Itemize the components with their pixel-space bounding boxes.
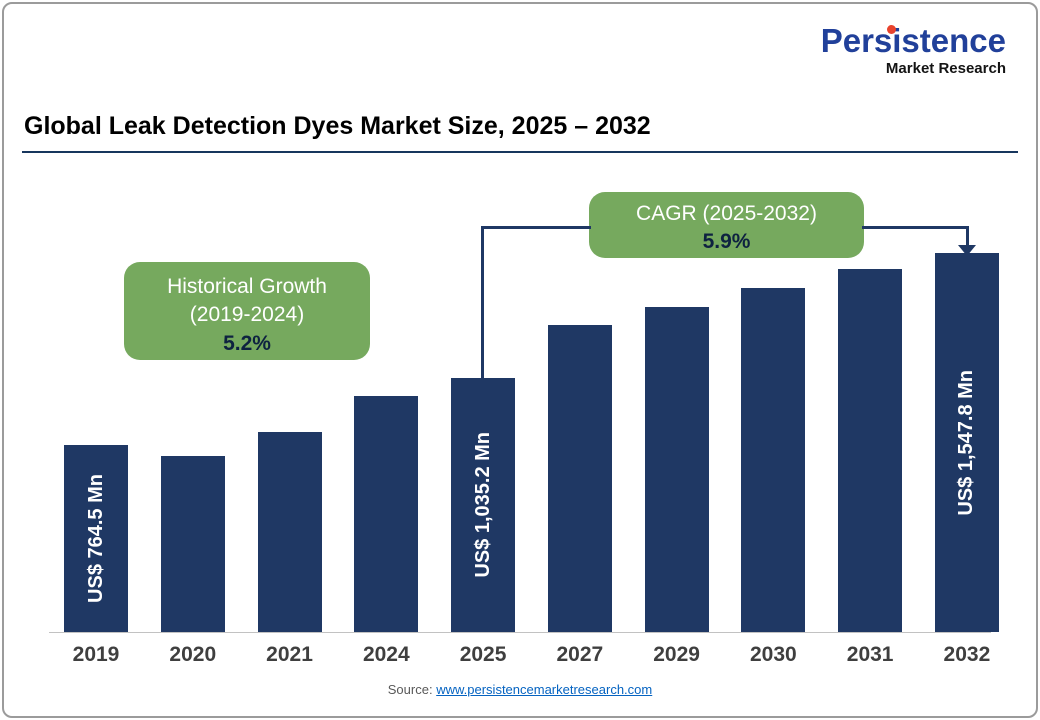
bar-2030 bbox=[741, 288, 806, 632]
callout-cagr: CAGR (2025-2032) 5.9% bbox=[589, 192, 864, 258]
connector-line-2032 bbox=[966, 226, 969, 247]
bar-2032: US$ 1,547.8 Mn bbox=[934, 253, 999, 632]
logo-name-text: Persistence bbox=[820, 22, 1006, 59]
source-line: Source: www.persistencemarketresearch.co… bbox=[4, 682, 1036, 697]
connector-line-left bbox=[481, 226, 591, 229]
x-axis-label-2019: 2019 bbox=[72, 643, 120, 666]
bar-2024 bbox=[354, 396, 419, 632]
bar-value-label-2025: US$ 1,035.2 Mn bbox=[471, 432, 494, 578]
logo-wordmark: Persistence bbox=[821, 24, 1006, 57]
bar-value-label-2019: US$ 764.5 Mn bbox=[84, 474, 107, 603]
red-dot-icon bbox=[886, 25, 896, 34]
arrow-down-icon bbox=[958, 245, 976, 256]
connector-line-2025 bbox=[481, 226, 484, 379]
logo: Persistence Market Research bbox=[821, 24, 1006, 77]
historical-growth-label: Historical Growth bbox=[167, 275, 327, 298]
x-axis-line bbox=[49, 632, 991, 633]
x-axis-label-2032: 2032 bbox=[943, 643, 991, 666]
x-axis-label-2027: 2027 bbox=[556, 643, 604, 666]
x-axis-label-2020: 2020 bbox=[169, 643, 217, 666]
cagr-label: CAGR (2025-2032) bbox=[636, 202, 817, 225]
historical-growth-value: 5.2% bbox=[223, 331, 271, 355]
source-label: Source: bbox=[387, 682, 433, 697]
x-axis-label-2024: 2024 bbox=[362, 643, 410, 666]
title-divider bbox=[22, 151, 1018, 153]
bar-2020 bbox=[160, 456, 225, 632]
bar-series: US$ 764.5 Mn US$ 1,035.2 Mn US$ 1,547.8 Mn bbox=[64, 250, 999, 632]
x-axis-label-2030: 2030 bbox=[750, 643, 797, 666]
x-axis-label-2021: 2021 bbox=[266, 643, 313, 666]
source-link[interactable]: www.persistencemarketresearch.com bbox=[436, 682, 653, 697]
callout-historical-growth: Historical Growth (2019-2024) 5.2% bbox=[124, 262, 370, 360]
x-axis-labels: 2019 2020 2021 2024 2025 2027 2029 2030 2031 2032 bbox=[64, 643, 999, 667]
x-axis-label-2025: 2025 bbox=[459, 643, 507, 666]
bar-2025: US$ 1,035.2 Mn bbox=[451, 378, 516, 632]
bar-2029 bbox=[644, 307, 709, 632]
historical-growth-period: (2019-2024) bbox=[189, 303, 305, 327]
bar-value-label-2032: US$ 1,547.8 Mn bbox=[955, 369, 978, 516]
bar-2027 bbox=[547, 325, 612, 632]
bar-2031 bbox=[838, 269, 903, 632]
connector-line-right bbox=[862, 226, 969, 229]
bar-2019: US$ 764.5 Mn bbox=[64, 445, 128, 632]
page-title: Global Leak Detection Dyes Market Size, … bbox=[24, 112, 651, 140]
logo-tagline: Market Research bbox=[885, 60, 1006, 77]
cagr-value: 5.9% bbox=[702, 230, 751, 254]
bar-2021 bbox=[257, 432, 322, 632]
x-axis-label-2029: 2029 bbox=[653, 643, 700, 666]
x-axis-label-2031: 2031 bbox=[846, 643, 894, 666]
